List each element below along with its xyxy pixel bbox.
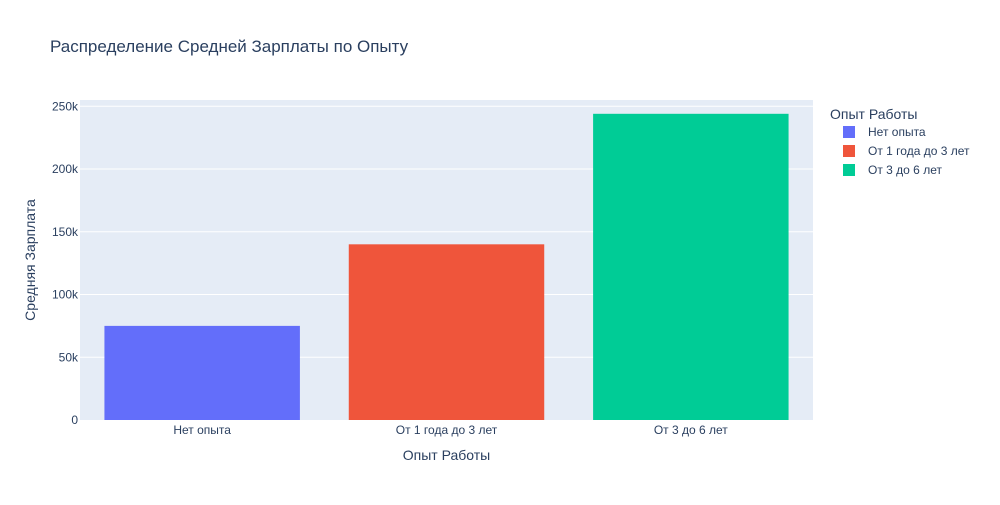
legend-label: Нет опыта	[868, 125, 926, 139]
legend-item[interactable]: От 1 года до 3 лет	[843, 144, 970, 158]
legend-swatch	[843, 145, 855, 157]
y-tick-label: 50k	[59, 350, 79, 364]
legend-item[interactable]: От 3 до 6 лет	[843, 163, 942, 177]
y-tick-label: 100k	[52, 288, 79, 302]
bar[interactable]	[104, 325, 300, 420]
y-axis-ticks: 0 50k 100k 150k 200k 250k	[52, 99, 79, 427]
bar[interactable]	[348, 244, 545, 420]
y-axis-title: Средняя Зарплата	[22, 199, 38, 321]
legend-swatch	[843, 126, 855, 138]
y-tick-label: 150k	[52, 225, 79, 239]
x-tick-label: От 3 до 6 лет	[654, 423, 728, 437]
legend-label: От 1 года до 3 лет	[868, 144, 970, 158]
chart-title: Распределение Средней Зарплаты по Опыту	[50, 37, 409, 56]
x-axis-title: Опыт Работы	[403, 447, 490, 463]
legend-swatch	[843, 164, 855, 176]
y-tick-label: 200k	[52, 162, 79, 176]
bar[interactable]	[593, 113, 789, 420]
y-tick-label: 250k	[52, 99, 79, 113]
bars	[104, 113, 789, 420]
x-axis-ticks: Нет опыта От 1 года до 3 лет От 3 до 6 лет	[173, 423, 728, 437]
x-tick-label: Нет опыта	[173, 423, 231, 437]
legend-title: Опыт Работы	[830, 106, 917, 122]
legend: Опыт Работы Нет опыта От 1 года до 3 лет О…	[830, 106, 970, 177]
x-tick-label: От 1 года до 3 лет	[396, 423, 498, 437]
legend-label: От 3 до 6 лет	[868, 163, 942, 177]
y-tick-label: 0	[71, 413, 78, 427]
legend-item[interactable]: Нет опыта	[843, 125, 926, 139]
